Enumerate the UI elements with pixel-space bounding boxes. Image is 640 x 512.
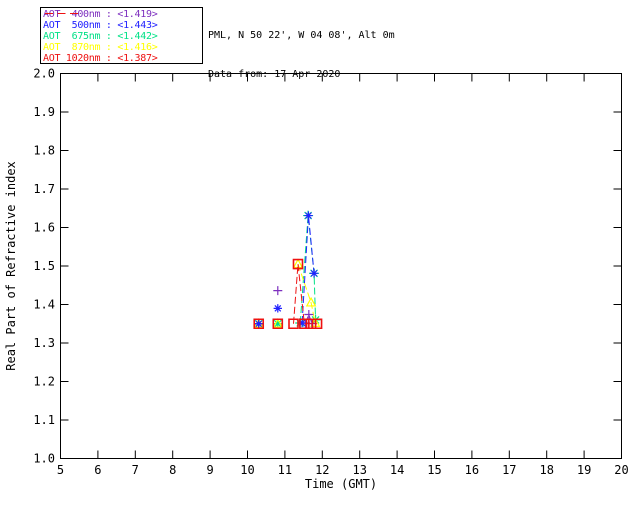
x-tick-label: 11 [278, 463, 292, 477]
x-tick-label: 13 [352, 463, 366, 477]
x-tick-label: 7 [132, 463, 139, 477]
x-axis-label: Time (GMT) [305, 477, 377, 491]
y-tick-label: 1.1 [33, 413, 55, 427]
marker-plus-400nm [273, 286, 283, 296]
y-tick-label: 1.3 [33, 336, 55, 350]
y-tick-label: 1.4 [33, 298, 55, 312]
x-tick-label: 12 [315, 463, 329, 477]
marker-triangle-870nm [305, 296, 317, 307]
x-tick-label: 16 [465, 463, 479, 477]
y-tick-label: 1.8 [33, 144, 55, 158]
x-tick-label: 14 [390, 463, 404, 477]
series-line-500nm [301, 215, 315, 324]
legend-item-870nm: AOT 870nm : <1.416> [41, 13, 202, 53]
x-tick-label: 15 [427, 463, 441, 477]
y-tick-label: 1.9 [33, 105, 55, 119]
marker-asterisk-500nm [254, 319, 263, 328]
marker-square-1020nm [272, 318, 284, 330]
x-tick-label: 6 [94, 463, 101, 477]
marker-asterisk-500nm [297, 318, 307, 328]
marker-square-1020nm [311, 318, 323, 330]
legend-line-sample-1020nm [45, 13, 81, 14]
legend-label-400nm: AOT 400nm : <1.419> [43, 9, 158, 20]
y-tick-label: 1.7 [33, 182, 55, 196]
legend-label-675nm: AOT 675nm : <1.442> [43, 31, 158, 42]
marker-square-1020nm [292, 258, 304, 270]
legend-box: AOT 400nm : <1.419> AOT 500nm : <1.443> AO… [40, 7, 203, 64]
legend-label-870nm: AOT 870nm : <1.416> [43, 42, 158, 53]
marker-star-675nm [272, 318, 283, 329]
series-675nm [253, 210, 321, 329]
legend-item-675nm: AOT 675nm : <1.442> [41, 13, 202, 42]
y-tick-label: 1.6 [33, 221, 55, 235]
x-tick-label: 10 [240, 463, 254, 477]
y-axis-label: Real Part of Refractive index [4, 161, 18, 371]
x-tick-label: 20 [614, 463, 628, 477]
marker-asterisk-500nm [309, 269, 319, 278]
marker-triangle-870nm [272, 317, 284, 328]
legend-item-500nm: AOT 500nm : <1.443> [41, 13, 202, 31]
header-date: Data from: 17 Apr 2020 [208, 69, 341, 80]
marker-plus-400nm [304, 310, 314, 320]
legend-item-1020nm: AOT 1020nm : <1.387> [41, 13, 202, 64]
x-tick-label: 17 [502, 463, 516, 477]
plot-header: PML, N 50 22', W 04 08', Alt 0m Data fro… [208, 8, 395, 102]
series-1020nm [253, 258, 323, 330]
series-500nm [254, 211, 319, 328]
series-line-870nm [297, 263, 316, 324]
x-tick-label: 18 [539, 463, 553, 477]
legend-label-500nm: AOT 500nm : <1.443> [43, 20, 158, 31]
y-tick-label: 1.5 [33, 259, 55, 273]
header-location: PML, N 50 22', W 04 08', Alt 0m [208, 30, 395, 41]
x-tick-label: 9 [206, 463, 213, 477]
marker-square-1020nm [288, 318, 299, 330]
y-tick-label: 2.0 [33, 67, 55, 81]
marker-square-1020nm [253, 318, 265, 330]
legend-label-1020nm: AOT 1020nm : <1.387> [43, 53, 158, 64]
plot-frame [60, 73, 622, 459]
marker-asterisk-500nm [273, 304, 282, 313]
x-tick-label: 8 [169, 463, 176, 477]
y-tick-label: 1.2 [33, 375, 55, 389]
x-tick-label: 5 [57, 463, 64, 477]
marker-asterisk-500nm [304, 211, 313, 220]
x-tick-label: 19 [577, 463, 591, 477]
y-tick-label: 1.0 [33, 452, 55, 466]
